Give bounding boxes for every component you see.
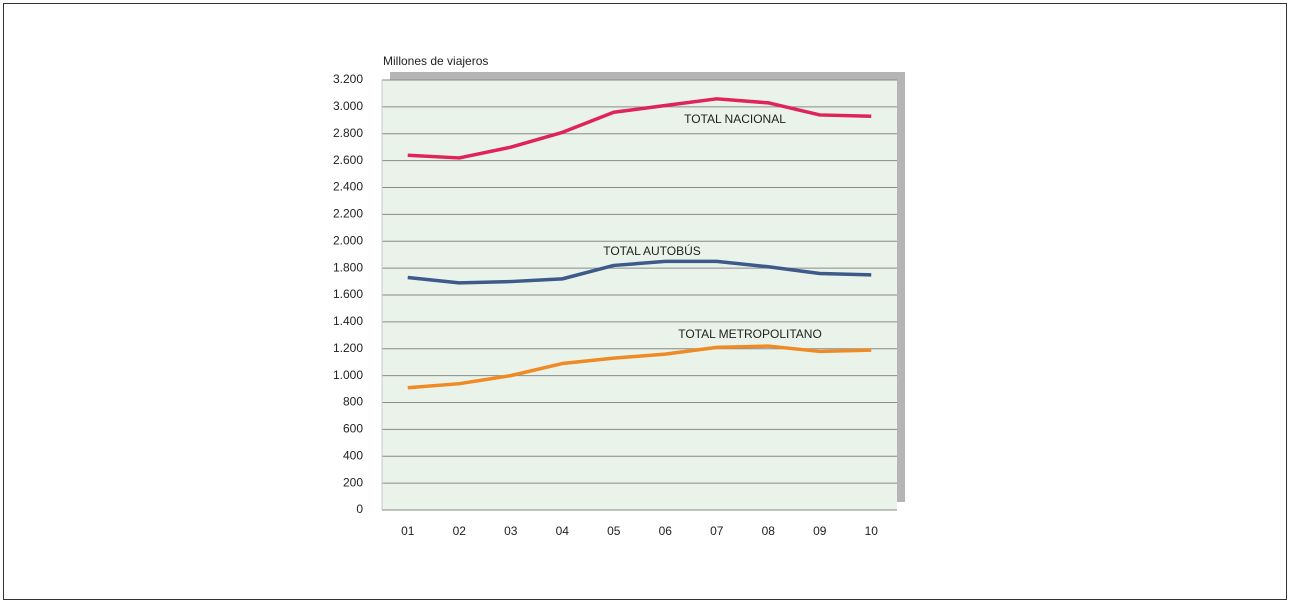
y-tick-label: 2.800: [333, 126, 363, 140]
y-tick-label: 1.800: [333, 260, 363, 274]
x-tick-label: 10: [865, 524, 879, 538]
x-tick-label: 06: [659, 524, 673, 538]
y-tick-label: 1.000: [333, 368, 363, 382]
y-tick-label: 1.200: [333, 341, 363, 355]
y-tick-label: 2.400: [333, 180, 363, 194]
y-tick-label: 1.600: [333, 287, 363, 301]
y-axis-title: Millones de viajeros: [383, 54, 488, 68]
series-label: TOTAL NACIONAL: [684, 112, 786, 126]
y-tick-label: 0: [356, 502, 363, 516]
series-line: [407, 344, 872, 390]
series-line: [407, 97, 872, 160]
y-tick-label: 2.200: [333, 207, 363, 221]
series-label: TOTAL METROPOLITANO: [678, 327, 822, 341]
y-tick-label: 2.000: [333, 233, 363, 247]
x-tick-label: 09: [813, 524, 827, 538]
series-label: TOTAL AUTOBÚS: [603, 243, 701, 258]
y-tick-label: 200: [343, 475, 363, 489]
y-tick-label: 3.000: [333, 99, 363, 113]
x-tick-label: 02: [453, 524, 467, 538]
x-tick-label: 08: [762, 524, 776, 538]
x-tick-label: 07: [710, 524, 724, 538]
x-tick-label: 04: [556, 524, 570, 538]
y-tick-label: 3.200: [333, 72, 363, 86]
x-tick-label: 03: [504, 524, 518, 538]
series-line: [407, 259, 872, 285]
x-tick-label: 01: [401, 524, 415, 538]
y-tick-label: 400: [343, 448, 363, 462]
y-tick-label: 1.400: [333, 314, 363, 328]
x-tick-label: 05: [607, 524, 621, 538]
y-tick-label: 800: [343, 395, 363, 409]
y-tick-label: 2.600: [333, 153, 363, 167]
y-tick-label: 600: [343, 422, 363, 436]
